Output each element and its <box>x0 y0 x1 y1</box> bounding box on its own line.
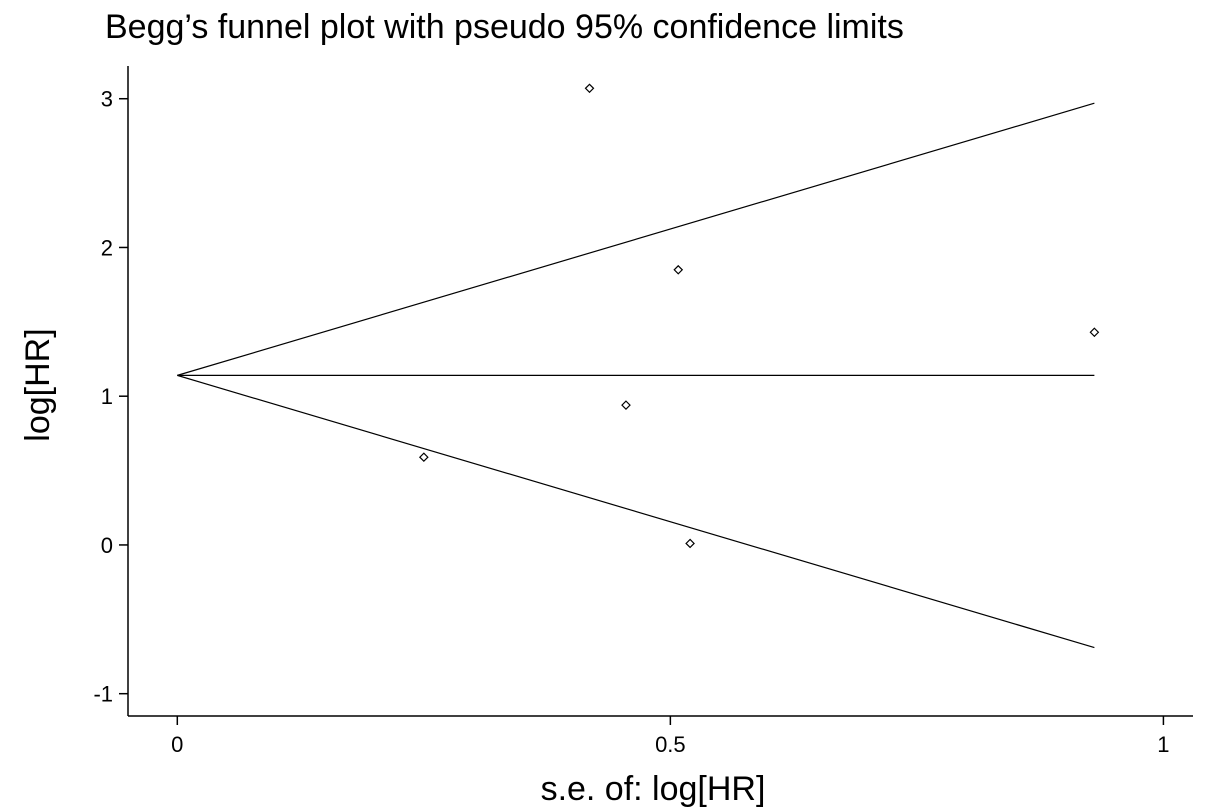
axes <box>127 66 1193 717</box>
data-point <box>685 538 695 549</box>
data-point <box>1089 327 1100 338</box>
x-axis-label: s.e. of: log[HR] <box>541 770 766 808</box>
chart-title: Begg’s funnel plot with pseudo 95% confi… <box>105 8 904 46</box>
lower-confidence-limit <box>177 374 1095 649</box>
y-axis-label: log[HR] <box>19 328 57 441</box>
data-point <box>418 452 429 463</box>
funnel-lines <box>177 102 1095 649</box>
upper-confidence-limit <box>177 102 1095 376</box>
data-point <box>584 83 595 94</box>
data-point <box>621 400 631 410</box>
data-points <box>418 83 1100 549</box>
y-tick-label: -1 <box>93 682 113 707</box>
y-tick-label: 1 <box>101 384 113 409</box>
y-tick-label: 3 <box>101 87 113 112</box>
y-tick-label: 0 <box>101 533 113 558</box>
ticks: -1 0 1 2 3 0 0.5 1 <box>93 87 1169 757</box>
y-tick-label: 2 <box>101 235 113 260</box>
x-tick-label: 0 <box>171 732 183 757</box>
x-tick-label: 1 <box>1157 732 1169 757</box>
x-tick-label: 0.5 <box>655 732 686 757</box>
data-point <box>673 264 684 275</box>
